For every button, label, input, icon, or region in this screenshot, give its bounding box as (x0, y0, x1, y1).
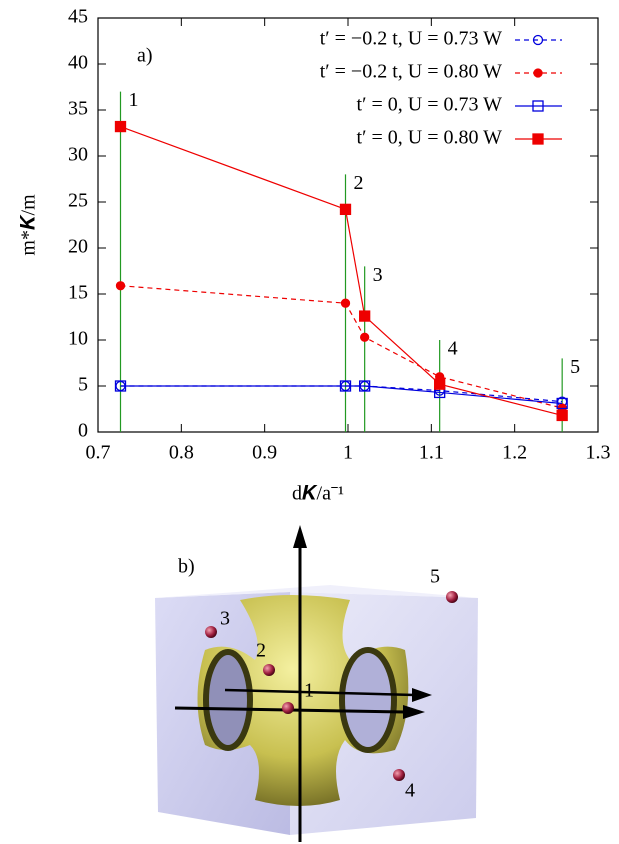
panel-b: 1 2 3 4 5 b) (155, 525, 478, 842)
surface-hole (203, 649, 253, 751)
point (205, 626, 217, 638)
data-point (339, 203, 352, 216)
data-point (340, 298, 351, 308)
x-tick-label: 0.9 (252, 442, 277, 464)
data-point (115, 281, 126, 291)
point-label: 2 (256, 640, 266, 662)
x-tick-label: 1.1 (419, 442, 444, 464)
series-line (120, 125, 563, 417)
data-point (359, 380, 371, 392)
point (263, 664, 275, 676)
x-tick-label: 0.7 (86, 442, 111, 464)
arrow-head (412, 688, 432, 702)
point-label: 5 (430, 566, 440, 588)
data-point (114, 120, 127, 133)
y-tick-label: 10 (68, 328, 88, 350)
point (393, 769, 405, 781)
y-axis-label: m*𝑲/m (18, 194, 40, 256)
x-tick-label: 1.3 (586, 442, 611, 464)
legend-symbol (532, 133, 544, 145)
arrow-head (293, 525, 307, 548)
x-tick-label: 1.2 (502, 442, 527, 464)
y-tick-label: 15 (68, 282, 88, 304)
marker-label: 3 (373, 264, 383, 286)
data-point (360, 332, 370, 342)
x-axis-label: d𝑲/a⁻¹ (292, 483, 344, 505)
panel-label: b) (178, 556, 195, 578)
legend-label: t′ = 0, U = 0.80 W (357, 127, 503, 149)
data-point (114, 380, 127, 392)
data-point (556, 409, 568, 422)
x-tick-label: 1 (343, 442, 353, 464)
fermi-surface (197, 595, 409, 806)
marker-label: 5 (570, 356, 580, 378)
point-label: 4 (405, 780, 415, 802)
y-tick-label: 40 (68, 52, 88, 74)
panel-label: a) (137, 45, 153, 67)
y-tick-label: 30 (68, 144, 88, 166)
axis-arrow (224, 688, 416, 697)
data-point (359, 310, 371, 322)
legend-label: t′ = −0.2 t, U = 0.80 W (320, 61, 502, 83)
marker-label: 2 (354, 172, 364, 194)
data-point (339, 380, 352, 392)
surface-hole (339, 647, 397, 753)
cube-top (155, 585, 478, 598)
y-tick-label: 35 (68, 98, 88, 120)
y-tick-label: 5 (78, 374, 88, 396)
data-point (434, 378, 446, 390)
arrow-head (403, 705, 425, 719)
point (282, 702, 294, 714)
point-label: 1 (304, 680, 314, 702)
series-line (120, 385, 563, 405)
legend-label: t′ = −0.2 t, U = 0.73 W (320, 28, 502, 50)
point-label: 3 (220, 608, 230, 630)
legend-symbol (532, 100, 544, 112)
marker-label: 1 (129, 89, 139, 111)
x-tick-label: 0.8 (169, 442, 194, 464)
data-point (556, 397, 568, 410)
y-tick-label: 45 (68, 6, 88, 28)
legend-symbol (533, 68, 543, 78)
marker-label: 4 (448, 338, 458, 360)
legend-label: t′ = 0, U = 0.73 W (357, 94, 503, 116)
y-tick-label: 20 (68, 236, 88, 258)
legend-symbol (532, 34, 544, 46)
y-tick-label: 0 (78, 420, 88, 442)
point (446, 591, 458, 603)
y-tick-label: 25 (68, 190, 88, 212)
